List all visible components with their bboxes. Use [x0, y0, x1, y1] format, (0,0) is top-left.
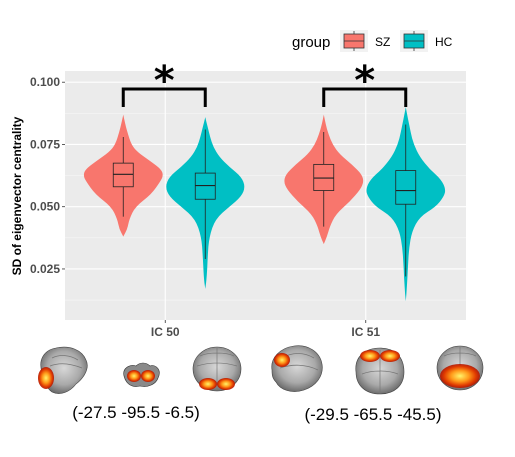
brain-images-ic50 [38, 346, 242, 394]
x-axis-ticks: IC 50 IC 51 [151, 320, 380, 339]
legend-label-hc: HC [435, 35, 453, 49]
brain-axial-ic50 [192, 346, 242, 392]
legend-key-sz [340, 30, 368, 52]
x-tick-label: IC 51 [351, 325, 380, 339]
brain-sagittal-ic51 [271, 345, 323, 392]
violins [83, 107, 446, 302]
brain-coronal-ic51 [355, 347, 405, 395]
brain-sagittal-ic50 [38, 346, 88, 394]
y-tick-label: 0.050 [30, 200, 60, 214]
significance-bracket [322, 87, 408, 107]
legend-label-sz: SZ [375, 35, 390, 49]
legend-key-hc [400, 30, 428, 52]
significance-star: * [354, 58, 375, 104]
brain-coronal-ic50 [123, 362, 160, 387]
violin-sz-ic51 [284, 114, 364, 245]
y-tick-label: 0.025 [30, 262, 60, 276]
box-sz-ic51 [313, 163, 335, 191]
x-tick-label: IC 50 [151, 325, 180, 339]
significance-star: * [154, 58, 175, 104]
violin-sz-ic50 [83, 114, 163, 237]
y-tick-label: 0.100 [30, 75, 60, 89]
significance-annotations: * * [121, 58, 408, 107]
box-sz-ic50 [112, 162, 134, 188]
coordinate-label-ic51: (-29.5 -65.5 -45.5) [304, 405, 441, 424]
brain-images-ic51 [271, 345, 484, 395]
y-axis-label: SD of eigenvector centrality [10, 116, 24, 275]
y-tick-label: 0.075 [30, 137, 60, 151]
y-axis-ticks: 0.025 0.050 0.075 0.100 [30, 75, 65, 276]
coordinate-label-ic50: (-27.5 -95.5 -6.5) [72, 403, 200, 422]
legend-title: group [292, 34, 330, 51]
box-hc-ic50 [194, 172, 216, 200]
significance-bracket [121, 87, 207, 107]
brain-axial-ic51 [436, 345, 484, 391]
legend: group SZ HC [292, 30, 453, 52]
box-hc-ic51 [395, 170, 417, 205]
